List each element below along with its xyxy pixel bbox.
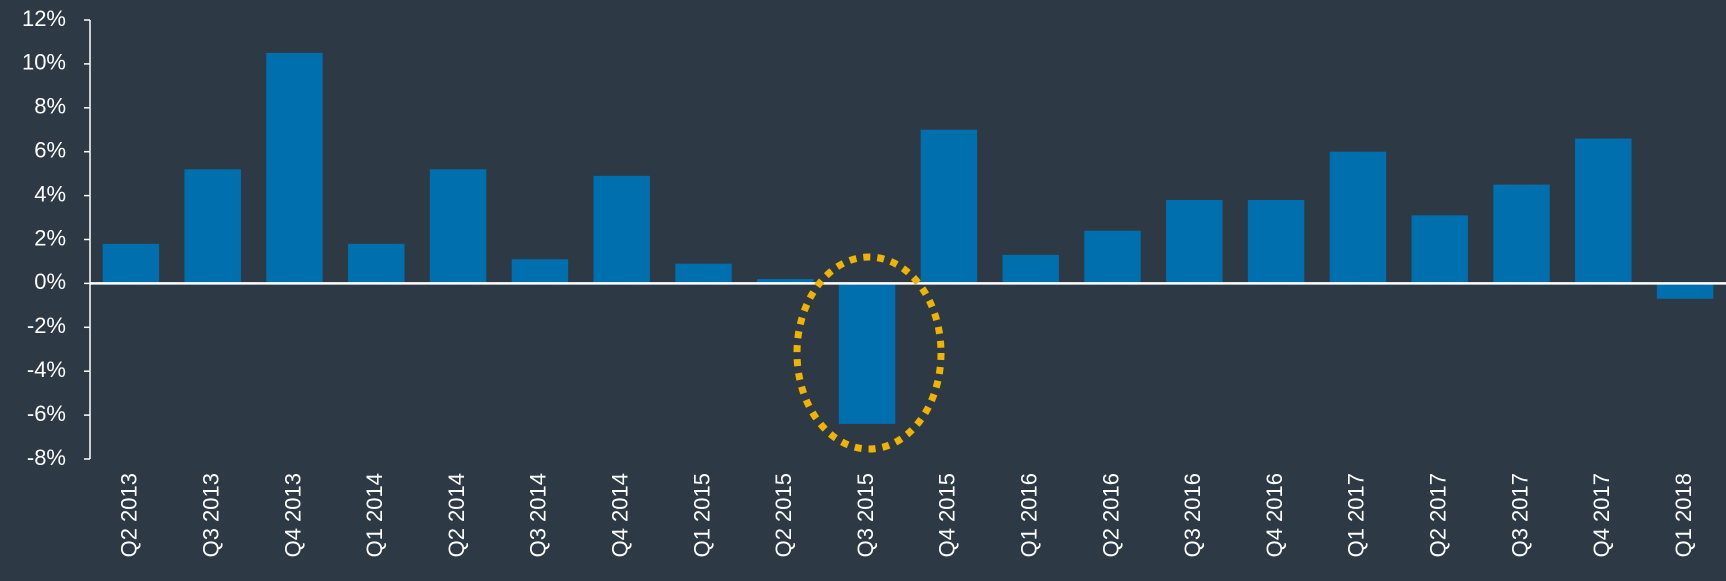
- x-tick-label: Q2 2017: [1426, 473, 1451, 557]
- x-tick-label: Q1 2018: [1671, 473, 1696, 557]
- y-tick-label: -2%: [27, 313, 66, 338]
- x-tick-label: Q4 2016: [1262, 473, 1287, 557]
- x-tick-label: Q4 2013: [280, 473, 305, 557]
- x-tick-label: Q4 2015: [935, 473, 960, 557]
- bar: [266, 52, 323, 284]
- x-tick-label: Q2 2015: [771, 473, 796, 557]
- bar: [1084, 230, 1141, 284]
- bar: [1166, 199, 1223, 284]
- bar: [757, 279, 814, 284]
- y-tick-label: 10%: [22, 50, 66, 75]
- y-tick-label: 12%: [22, 6, 66, 31]
- bar: [1002, 254, 1059, 284]
- y-tick-label: 0%: [34, 269, 66, 294]
- highlight-ellipse: [793, 253, 945, 453]
- y-tick-label: -4%: [27, 357, 66, 382]
- x-tick-label: Q1 2015: [689, 473, 714, 557]
- y-tick-label: -8%: [27, 445, 66, 470]
- x-tick-label: Q3 2016: [1180, 473, 1205, 557]
- x-tick-label: Q4 2014: [608, 473, 633, 557]
- bar: [184, 169, 241, 284]
- x-tick-label: Q3 2014: [526, 473, 551, 557]
- x-tick-label: Q2 2016: [1098, 473, 1123, 557]
- y-tick-label: 2%: [34, 225, 66, 250]
- bar: [1411, 215, 1468, 284]
- y-tick-label: 4%: [34, 181, 66, 206]
- x-tick-label: Q1 2014: [362, 473, 387, 557]
- x-tick-label: Q2 2014: [444, 473, 469, 557]
- bar: [1575, 138, 1632, 284]
- bar: [1493, 184, 1550, 284]
- x-tick-label: Q3 2013: [199, 473, 224, 557]
- bar: [429, 169, 487, 284]
- bar: [1329, 151, 1387, 284]
- x-tick-label: Q1 2017: [1344, 473, 1369, 557]
- bar: [511, 259, 569, 284]
- y-tick-label: -6%: [27, 401, 66, 426]
- x-tick-label: Q3 2015: [853, 473, 878, 557]
- x-tick-label: Q1 2016: [1017, 473, 1042, 557]
- bar: [838, 283, 896, 424]
- bar: [1247, 199, 1305, 284]
- x-tick-label: Q2 2013: [117, 473, 142, 557]
- x-tick-label: Q3 2017: [1507, 473, 1532, 557]
- x-tick-label: Q4 2017: [1589, 473, 1614, 557]
- bar: [102, 243, 160, 284]
- bar: [1656, 283, 1714, 299]
- bar: [593, 175, 650, 284]
- bar: [675, 263, 732, 284]
- y-tick-label: 6%: [34, 138, 66, 163]
- y-tick-label: 8%: [34, 94, 66, 119]
- bar: [920, 129, 978, 284]
- bar: [348, 243, 405, 284]
